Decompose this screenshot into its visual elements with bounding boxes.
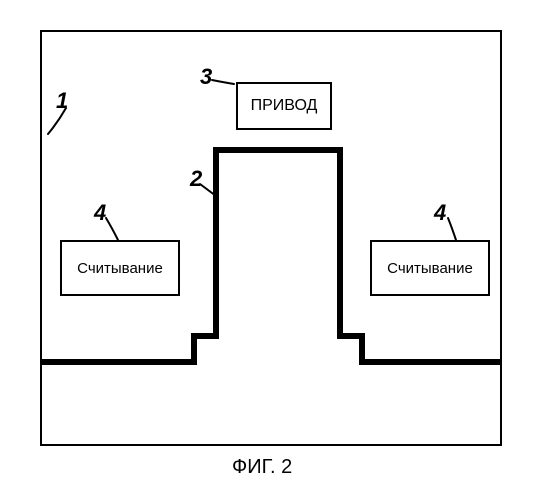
ref-label-2: 2 [190, 166, 202, 192]
drive-block: ПРИВОД [236, 82, 332, 130]
ref-label-4-right: 4 [434, 200, 446, 226]
ref-label-1: 1 [56, 88, 68, 114]
read-right-label: Считывание [387, 260, 473, 277]
figure-root: ПРИВОД Считывание Считывание 1 2 3 4 4 Ф… [0, 0, 534, 500]
read-left-block: Считывание [60, 240, 180, 296]
read-right-block: Считывание [370, 240, 490, 296]
drive-label: ПРИВОД [251, 97, 318, 115]
figure-caption: ФИГ. 2 [232, 456, 292, 479]
ref-label-3: 3 [200, 64, 212, 90]
read-left-label: Считывание [77, 260, 163, 277]
ref-label-4-left: 4 [94, 200, 106, 226]
